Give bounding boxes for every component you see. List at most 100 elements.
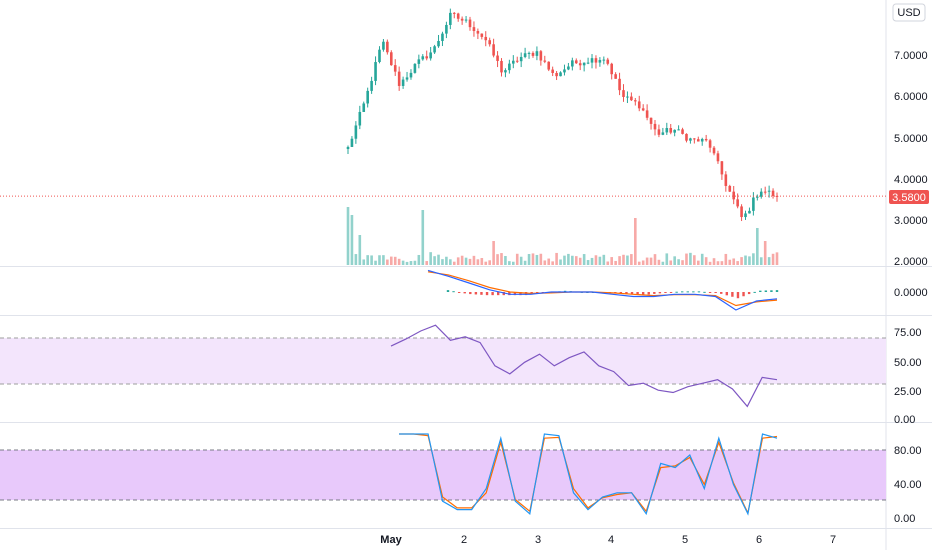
macd-histogram-bar bbox=[513, 292, 517, 296]
volume-bar bbox=[492, 241, 495, 265]
volume-bar bbox=[653, 254, 657, 265]
macd-histogram-bar bbox=[686, 291, 689, 293]
candle-body bbox=[771, 190, 775, 196]
macd-histogram-bar bbox=[658, 292, 662, 294]
candle-body bbox=[555, 72, 558, 77]
time-tick: 5 bbox=[682, 534, 688, 546]
candle-body bbox=[378, 49, 381, 63]
macd-histogram-bar bbox=[502, 292, 505, 296]
candle-body bbox=[752, 197, 755, 211]
candle-body bbox=[586, 62, 590, 64]
candle-body bbox=[421, 56, 425, 60]
volume-bar bbox=[421, 210, 425, 265]
currency-button[interactable]: USD bbox=[892, 3, 926, 22]
candle-body bbox=[354, 125, 358, 139]
candle-body bbox=[720, 161, 724, 175]
volume-bar bbox=[740, 257, 743, 265]
rsi-band bbox=[0, 338, 886, 384]
volume-bar bbox=[539, 253, 543, 265]
volume-bar bbox=[362, 259, 366, 265]
candle-body bbox=[366, 90, 369, 104]
volume-bar bbox=[472, 255, 476, 265]
candle-body bbox=[622, 90, 625, 97]
macd-histogram-bar bbox=[480, 292, 483, 295]
macd-histogram-bar bbox=[742, 292, 745, 297]
candle-body bbox=[704, 138, 708, 141]
volume-bar bbox=[519, 256, 523, 265]
volume-bar bbox=[641, 260, 645, 265]
volume-bar bbox=[409, 261, 413, 265]
candle-body bbox=[492, 44, 495, 56]
volume-bar bbox=[374, 260, 377, 265]
macd-histogram-bar bbox=[669, 292, 673, 293]
macd-histogram-bar bbox=[759, 290, 762, 292]
candle-body bbox=[744, 213, 747, 218]
candle-body bbox=[393, 65, 397, 72]
volume-bar bbox=[460, 255, 464, 265]
volume-bar bbox=[484, 261, 488, 265]
candle-body bbox=[645, 110, 649, 118]
volume-bar bbox=[610, 257, 613, 265]
volume-bar bbox=[397, 258, 401, 265]
candle-body bbox=[657, 129, 661, 135]
volume-bar bbox=[366, 255, 369, 265]
candle-body bbox=[488, 40, 491, 45]
volume-bar bbox=[689, 252, 692, 265]
candle-body bbox=[563, 69, 566, 73]
currency-button-label[interactable]: USD bbox=[897, 7, 920, 19]
macd-histogram-bar bbox=[519, 292, 522, 296]
volume-bar bbox=[767, 257, 771, 265]
volume-bar bbox=[614, 260, 617, 265]
volume-bar bbox=[645, 257, 649, 265]
volume-bar bbox=[531, 253, 535, 265]
candle-body bbox=[531, 52, 535, 56]
macd-histogram-bar bbox=[457, 292, 461, 293]
macd-histogram-bar bbox=[703, 291, 706, 293]
macd-histogram-bar bbox=[708, 292, 712, 293]
candle-body bbox=[496, 55, 499, 61]
volume-bar bbox=[756, 228, 759, 265]
volume-bar bbox=[696, 260, 700, 265]
candle-body bbox=[602, 59, 606, 61]
candle-body bbox=[346, 146, 350, 150]
candle-body bbox=[449, 12, 452, 25]
volume-bar bbox=[445, 256, 448, 265]
stoch-band bbox=[0, 450, 886, 500]
volume-bar bbox=[567, 253, 570, 265]
volume-bar bbox=[386, 259, 389, 265]
candle-body bbox=[677, 129, 680, 131]
time-tick: May bbox=[380, 534, 402, 546]
time-axis[interactable]: May 2 3 4 5 6 7 bbox=[380, 534, 836, 546]
volume-bar bbox=[771, 253, 775, 265]
price-tick: 7.0000 bbox=[894, 50, 928, 62]
volume-bar bbox=[763, 241, 767, 265]
candle-body bbox=[637, 101, 641, 109]
volume-bar bbox=[669, 260, 673, 265]
volume-bar bbox=[452, 261, 456, 265]
volume-bar bbox=[720, 261, 724, 265]
macd-histogram-bar bbox=[714, 292, 717, 293]
volume-bar bbox=[433, 256, 436, 265]
volume-bar bbox=[693, 255, 696, 265]
volume-bar bbox=[744, 255, 747, 265]
candle-body bbox=[724, 174, 728, 186]
candle-body bbox=[756, 196, 759, 198]
price-candles[interactable] bbox=[346, 8, 779, 222]
volume-bar bbox=[716, 261, 720, 265]
candle-body bbox=[708, 140, 712, 148]
candle-body bbox=[508, 63, 511, 71]
macd-pane bbox=[427, 269, 779, 311]
volume-bar bbox=[590, 257, 594, 265]
volume-bar bbox=[736, 261, 739, 265]
candle-body bbox=[634, 100, 637, 102]
volume-bar bbox=[578, 257, 582, 265]
price-axis[interactable]: 2.0000 3.0000 4.0000 5.0000 6.0000 7.000… bbox=[894, 50, 928, 268]
macd-line bbox=[427, 269, 778, 311]
candle-body bbox=[539, 51, 543, 61]
volume-bar bbox=[350, 215, 354, 265]
currency-button-frame[interactable] bbox=[892, 3, 926, 22]
stoch-k-line bbox=[399, 433, 778, 516]
candle-body bbox=[700, 138, 704, 142]
volume-bar bbox=[637, 261, 641, 265]
